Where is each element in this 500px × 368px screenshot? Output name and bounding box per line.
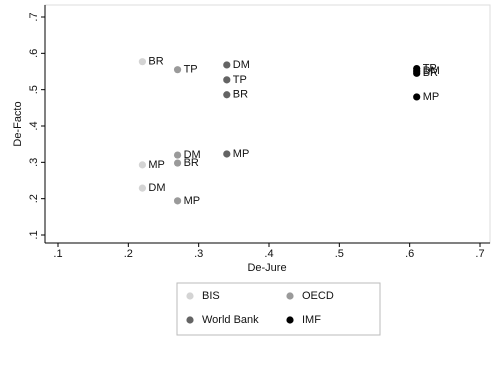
point (138, 184, 146, 192)
x-tick-label: .2 (124, 248, 133, 260)
point (173, 151, 182, 159)
point-label: BR (423, 67, 438, 79)
x-tick-label: .1 (53, 248, 62, 260)
legend-label: World Bank (202, 314, 259, 326)
point (413, 93, 421, 101)
x-axis-title: De-Jure (247, 262, 286, 274)
point-label: BR (233, 89, 248, 101)
point-label: DM (184, 149, 201, 161)
x-tick-label: .7 (475, 248, 484, 260)
y-tick-label: .5 (28, 85, 40, 94)
y-tick-label: .3 (28, 158, 40, 167)
point-label: DM (148, 182, 165, 194)
legend-marker (286, 316, 294, 324)
plot-area (44, 4, 491, 244)
y-tick-label: .4 (28, 121, 40, 130)
y-tick-label: .7 (28, 12, 40, 21)
point-label: MP (148, 159, 165, 171)
point-label: DM (423, 65, 440, 77)
point (173, 159, 182, 167)
point-label: DM (233, 59, 250, 71)
point (223, 76, 231, 84)
point (223, 91, 231, 99)
point (413, 69, 421, 77)
legend-label: IMF (302, 314, 321, 326)
y-axis-title: De-Facto (12, 101, 24, 146)
point-label: MP (423, 91, 440, 103)
point-label: MP (233, 148, 250, 160)
x-tick-label: .4 (264, 248, 273, 260)
x-tick-label: .3 (194, 248, 203, 260)
legend (176, 282, 381, 336)
x-tick-label: .6 (405, 248, 414, 260)
legend-label: BIS (202, 290, 220, 302)
point (138, 58, 146, 66)
point (223, 150, 231, 158)
point-label: TP (233, 74, 247, 86)
x-tick-label: .5 (335, 248, 344, 260)
legend-marker (186, 316, 194, 324)
legend-label: OECD (302, 290, 334, 302)
legend-marker (286, 292, 294, 300)
point (223, 61, 231, 69)
point (173, 66, 182, 74)
point-label: TP (184, 64, 198, 76)
point-label: MP (184, 195, 201, 207)
y-tick-label: .1 (28, 230, 40, 239)
y-tick-label: .6 (28, 49, 40, 58)
legend-marker (186, 292, 194, 300)
y-tick-label: .2 (28, 194, 40, 203)
point-label: BR (148, 56, 163, 68)
point (173, 197, 182, 205)
point-label: TP (423, 62, 437, 74)
point (138, 161, 146, 169)
point-label: BR (184, 157, 199, 169)
